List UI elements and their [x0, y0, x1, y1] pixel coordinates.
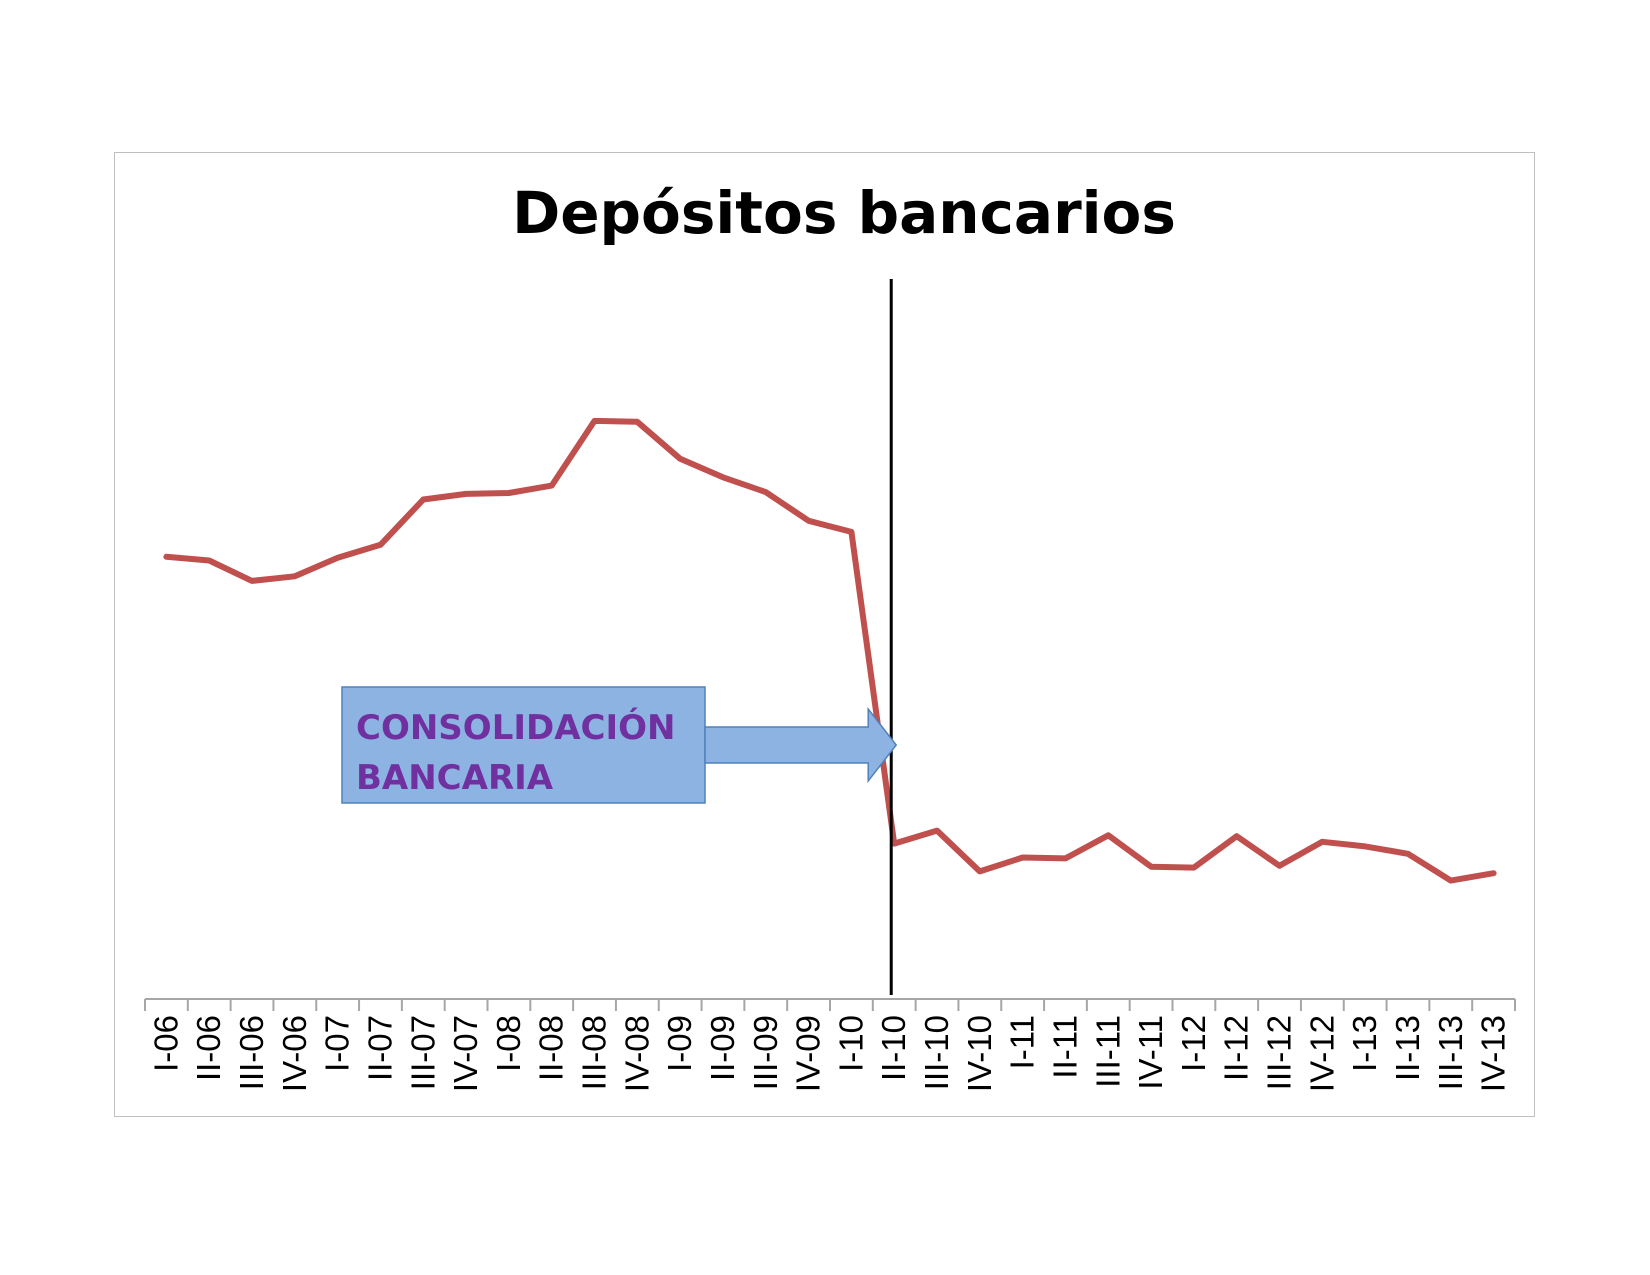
callout-box — [341, 686, 706, 804]
x-tick-label: IV-12 — [1303, 1015, 1340, 1092]
x-tick-label: II-12 — [1218, 1015, 1255, 1081]
x-tick-label: IV-08 — [618, 1015, 655, 1092]
right-arrow-icon — [704, 706, 898, 784]
x-tick-label: II-10 — [875, 1015, 912, 1081]
x-tick-label: II-13 — [1389, 1015, 1426, 1081]
x-tick-label: I-07 — [319, 1015, 356, 1072]
x-tick-label: II-07 — [361, 1015, 398, 1081]
x-tick-label: II-08 — [533, 1015, 570, 1081]
callout-text-line1: CONSOLIDACIÓN — [356, 707, 676, 748]
x-tick-label: III-07 — [404, 1015, 441, 1090]
x-tick-label: III-09 — [747, 1015, 784, 1090]
chart-frame: Depósitos bancarios I-06 II-06 III-06 IV-06… — [114, 152, 1535, 1117]
x-tick-label: III-10 — [918, 1015, 955, 1090]
x-tick-label: III-08 — [576, 1015, 613, 1090]
callout-text-line2: BANCARIA — [356, 758, 554, 798]
x-tick-label: I-11 — [1004, 1015, 1041, 1069]
x-tick-label: I-06 — [147, 1015, 184, 1072]
annotation-callout: CONSOLIDACIÓN BANCARIA — [341, 686, 898, 804]
line-chart: Depósitos bancarios I-06 II-06 III-06 IV-06… — [144, 179, 1516, 1092]
chart-title: Depósitos bancarios — [512, 179, 1176, 247]
x-tick-label: II-09 — [704, 1015, 741, 1081]
x-tick-label: IV-10 — [961, 1015, 998, 1092]
plot-area: I-06 II-06 III-06 IV-06 I-07 II-07 III-07 IV-07… — [144, 279, 1516, 1092]
x-tick-label: III-12 — [1261, 1015, 1298, 1090]
x-tick-label: I-08 — [490, 1015, 527, 1072]
x-tick-label: III-11 — [1089, 1015, 1126, 1088]
x-tick-label: IV-06 — [276, 1015, 313, 1092]
x-tick-label: II-11 — [1046, 1015, 1083, 1079]
x-tick-label: III-13 — [1432, 1015, 1469, 1090]
x-tick-label: IV-13 — [1475, 1015, 1512, 1092]
x-tick-label: III-06 — [233, 1015, 270, 1090]
x-tick-label: I-09 — [661, 1015, 698, 1072]
x-tick-label: I-13 — [1346, 1015, 1383, 1072]
x-tick-label: IV-11 — [1132, 1015, 1169, 1090]
x-tick-label: IV-07 — [447, 1015, 484, 1092]
x-tick-label: I-12 — [1175, 1015, 1212, 1072]
x-tick-label: IV-09 — [790, 1015, 827, 1092]
x-tick-label: II-06 — [190, 1015, 227, 1081]
x-tick-label: I-10 — [832, 1015, 869, 1072]
series-line — [163, 417, 1497, 884]
